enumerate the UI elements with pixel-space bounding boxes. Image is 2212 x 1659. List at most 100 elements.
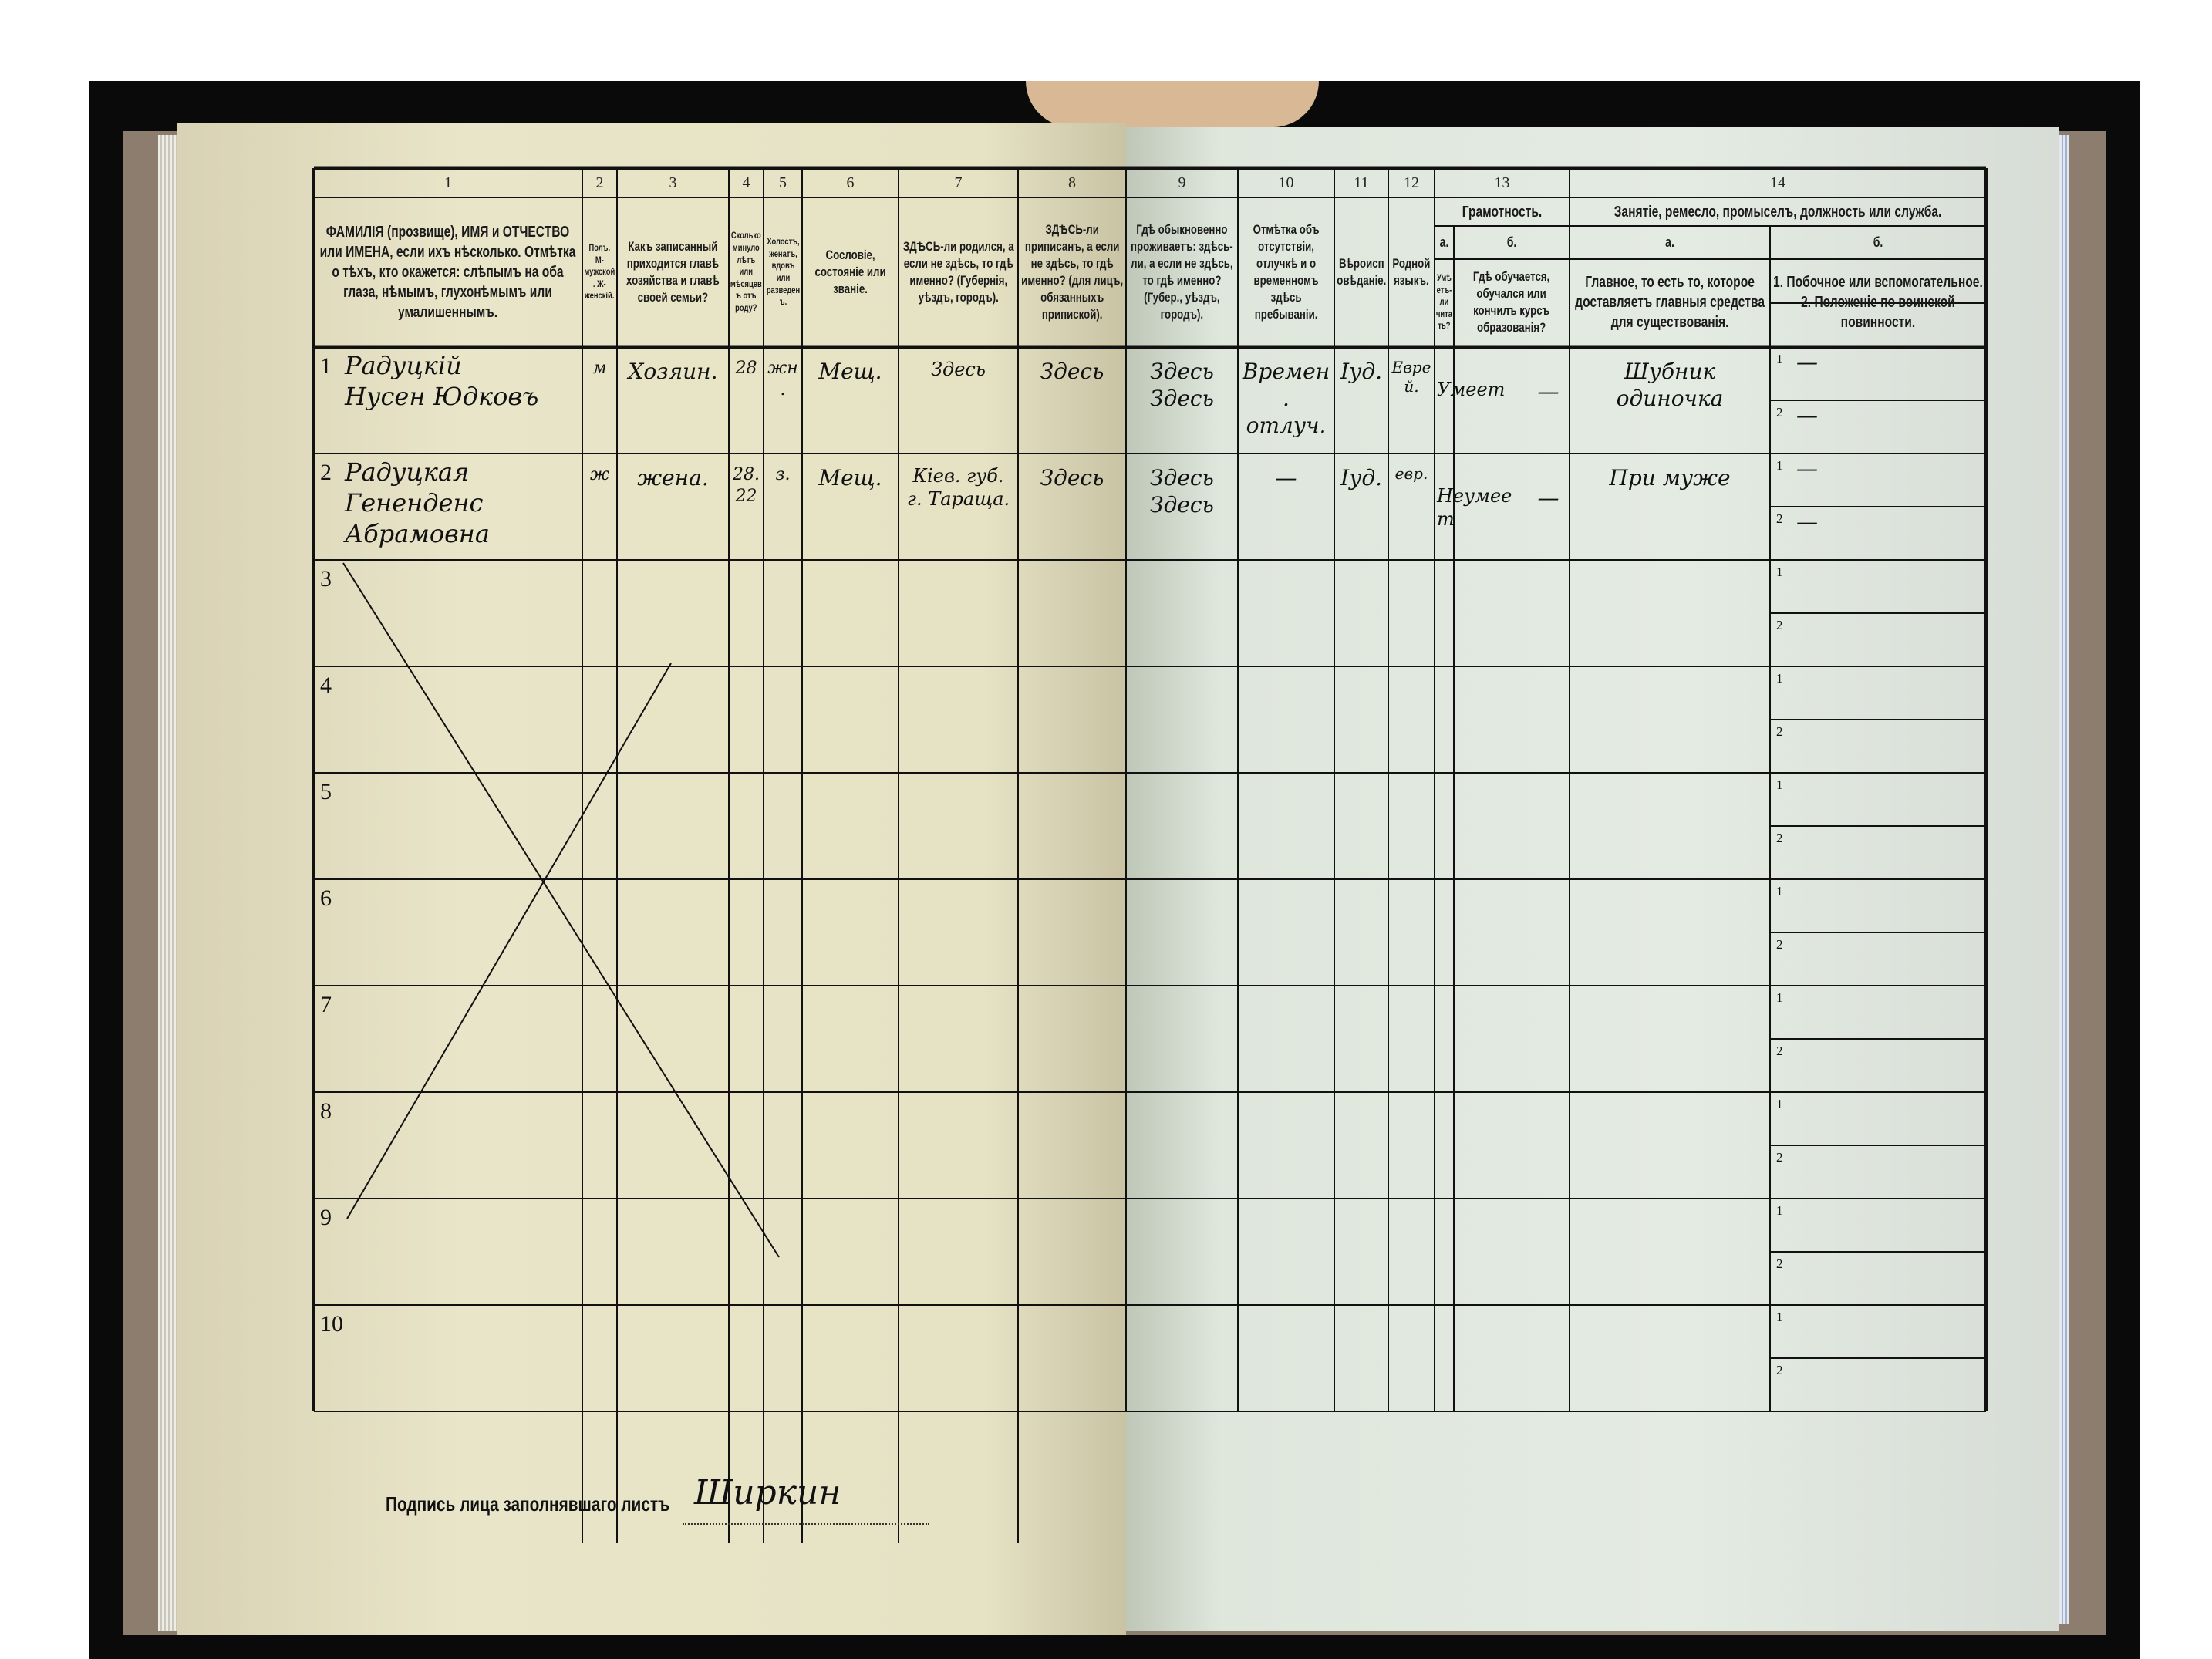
row-number: 10 bbox=[320, 1311, 343, 1337]
sub-row-label: 2 bbox=[1776, 1044, 1783, 1058]
column-number: 11 bbox=[1354, 174, 1369, 191]
entry-age: 28. 22 bbox=[733, 465, 760, 506]
entry-language: евр. bbox=[1394, 464, 1428, 483]
row-number: 5 bbox=[320, 779, 332, 804]
entry-occupation: Шубник одиночка bbox=[1616, 359, 1724, 411]
column-header: 1. Побочное или вспомогательное. 2. Поло… bbox=[1773, 274, 1983, 331]
entry-language: Еврей. bbox=[1391, 358, 1431, 396]
entry-education: — bbox=[1537, 379, 1560, 404]
column-number: 1 bbox=[444, 174, 452, 191]
group-number: 14 bbox=[1770, 174, 1785, 191]
book-stand bbox=[1026, 81, 1319, 127]
group-sub: б. bbox=[1506, 234, 1517, 251]
column-header: Сословіе, состояніе или званіе. bbox=[814, 247, 886, 297]
group-sub: а. bbox=[1439, 234, 1449, 251]
entry-age: 28 bbox=[735, 359, 757, 378]
column-header: Сколько минуло лѣтъ или мѣсяцевъ отъ род… bbox=[730, 230, 762, 313]
column-header: Полъ. М-мужской. Ж-женскій. bbox=[584, 242, 615, 302]
entry-estate: Мещ. bbox=[818, 465, 882, 491]
entry-residence: Здесь Здесь bbox=[1150, 359, 1214, 411]
row-number: 4 bbox=[320, 673, 332, 698]
entry-secondary_1: — bbox=[1796, 456, 1818, 481]
entry-sex: м bbox=[592, 359, 607, 378]
entry-estate: Мещ. bbox=[818, 359, 882, 384]
column-header: Холостъ, женатъ, вдовъ или разведенъ. bbox=[766, 236, 800, 308]
sub-row-label: 1 bbox=[1776, 565, 1783, 579]
entry-name: Радуцкiй Нусен Юдковъ bbox=[345, 351, 539, 411]
entry-birthplace: Здесь bbox=[931, 359, 986, 380]
row-number: 7 bbox=[320, 992, 332, 1017]
group-title: Занятіе, ремесло, промыселъ, должность и… bbox=[1613, 204, 1942, 221]
group-title: Грамотность. bbox=[1462, 204, 1543, 221]
entry-sex: ж bbox=[589, 465, 609, 484]
entry-occupation: При муже bbox=[1609, 465, 1731, 491]
row-number: 6 bbox=[320, 885, 332, 911]
entry-education: — bbox=[1537, 485, 1560, 511]
column-header: Какъ записанный приходится главѣ хозяйст… bbox=[626, 238, 720, 305]
column-header: ЗДѢСЬ-ли приписанъ, а если не здѣсь, то … bbox=[1020, 221, 1123, 322]
entry-relation: жена. bbox=[637, 465, 709, 491]
column-number: 10 bbox=[1278, 174, 1294, 191]
column-number: 7 bbox=[954, 174, 963, 191]
sub-row-label: 1 bbox=[1776, 1097, 1783, 1111]
signature: Ширкин bbox=[694, 1473, 841, 1512]
column-number: 5 bbox=[779, 174, 787, 191]
sub-row-label: 1 bbox=[1776, 990, 1783, 1005]
group-number: 13 bbox=[1494, 174, 1510, 191]
sub-row-label: 2 bbox=[1776, 1150, 1783, 1165]
column-header: ФАМИЛІЯ (прозвище), ИМЯ и ОТЧЕСТВО или И… bbox=[320, 224, 576, 321]
sub-row-label: 1 bbox=[1776, 458, 1783, 473]
sub-row-label: 2 bbox=[1776, 724, 1783, 739]
entry-religion: Іуд. bbox=[1340, 465, 1382, 491]
signature-label: Подпись лица заполнявшаго листъ bbox=[386, 1492, 670, 1516]
sub-row-label: 2 bbox=[1776, 618, 1783, 632]
row-number: 9 bbox=[320, 1205, 332, 1230]
entry-secondary_2: — bbox=[1796, 509, 1818, 534]
entry-residence: Здесь Здесь bbox=[1150, 465, 1214, 518]
column-number: 8 bbox=[1068, 174, 1076, 191]
sub-row-label: 2 bbox=[1776, 831, 1783, 845]
entry-literate: Неумеет bbox=[1437, 485, 1512, 530]
entry-secondary_1: — bbox=[1796, 349, 1818, 375]
sub-row-label: 2 bbox=[1776, 1363, 1783, 1377]
sub-row-label: 1 bbox=[1776, 1310, 1783, 1324]
column-number: 12 bbox=[1404, 174, 1419, 191]
column-header: ЗДѢСЬ-ли родился, а если не здѣсь, то гд… bbox=[902, 238, 1014, 305]
sub-row-label: 2 bbox=[1776, 405, 1783, 420]
sub-row-label: 1 bbox=[1776, 671, 1783, 686]
entry-absence: — bbox=[1275, 465, 1297, 491]
row-number: 2 bbox=[320, 460, 332, 485]
sub-row-label: 2 bbox=[1776, 511, 1783, 526]
entry-registered: Здесь bbox=[1040, 465, 1104, 491]
entry-marital: з. bbox=[775, 465, 791, 484]
column-header: Отмѣтка объ отсутствіи, отлучкѣ и о врем… bbox=[1253, 221, 1320, 322]
entry-secondary_2: — bbox=[1796, 403, 1818, 428]
group-sub: а. bbox=[1665, 234, 1674, 251]
row-number: 1 bbox=[320, 353, 332, 379]
row-number: 3 bbox=[320, 566, 332, 592]
entry-relation: Хозяин. bbox=[628, 359, 718, 384]
column-header: Умѣетъ-ли читать? bbox=[1435, 272, 1452, 332]
cross-out-line bbox=[342, 562, 780, 1258]
row-number: 8 bbox=[320, 1098, 332, 1124]
column-number: 6 bbox=[846, 174, 855, 191]
entry-registered: Здесь bbox=[1040, 359, 1104, 384]
column-number: 3 bbox=[669, 174, 677, 191]
cross-out-line bbox=[346, 663, 672, 1219]
column-header: Вѣроисповѣданіе. bbox=[1336, 255, 1387, 288]
entry-birthplace: Кiев. губ. г. Таращa. bbox=[906, 465, 1010, 510]
sub-row-label: 2 bbox=[1776, 937, 1783, 952]
entry-literate: Умеет bbox=[1437, 379, 1506, 400]
entry-marital: жн. bbox=[767, 359, 798, 400]
sub-row-label: 1 bbox=[1776, 884, 1783, 899]
column-header: Гдѣ обучается, обучался или кончилъ курс… bbox=[1473, 268, 1550, 336]
entry-absence: Времен. отлуч. bbox=[1242, 359, 1330, 438]
column-number: 9 bbox=[1178, 174, 1186, 191]
column-header: Главное, то есть то, которое доставляетъ… bbox=[1575, 274, 1765, 331]
signature-line bbox=[683, 1523, 929, 1525]
sub-row-label: 2 bbox=[1776, 1256, 1783, 1271]
entry-name: Радуцкая Гененденс Абрамовна bbox=[345, 457, 490, 548]
sub-row-label: 1 bbox=[1776, 777, 1783, 792]
column-header: Гдѣ обыкновенно проживаетъ: здѣсь-ли, а … bbox=[1131, 221, 1233, 322]
